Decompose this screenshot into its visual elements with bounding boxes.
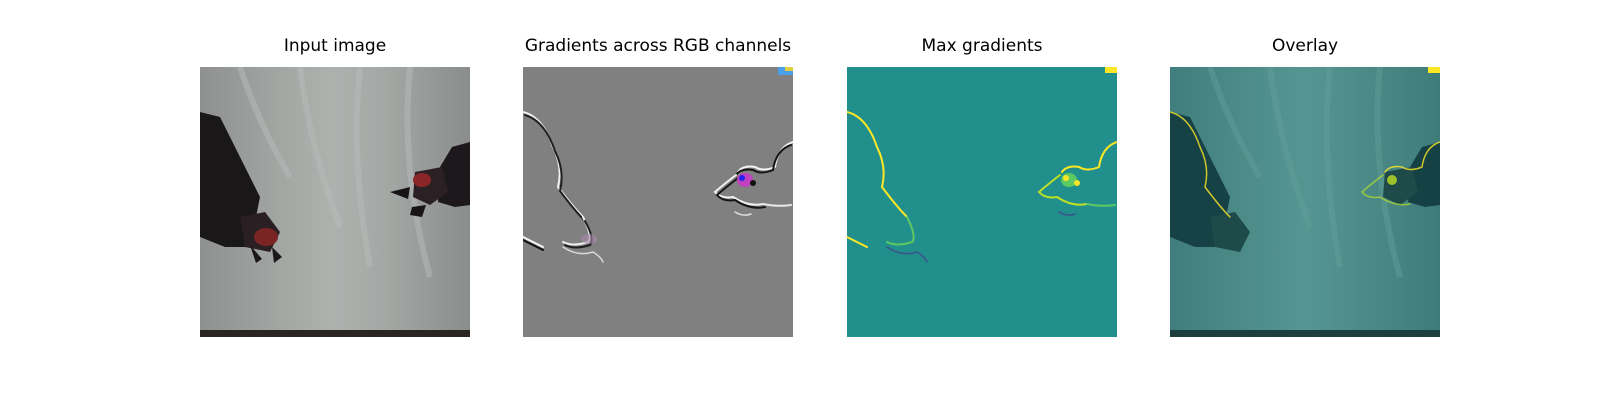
panel-title: Overlay bbox=[1271, 36, 1339, 56]
max-gradients-image bbox=[847, 67, 1117, 337]
panel-title: Max gradients bbox=[921, 36, 1043, 56]
robot-arm-left bbox=[200, 112, 282, 263]
panel-overlay: Overlay bbox=[1170, 36, 1440, 341]
panel-max-gradients: Max gradients bbox=[847, 36, 1117, 341]
panel-title: Input image bbox=[283, 36, 387, 56]
input-image bbox=[200, 67, 470, 337]
panel-input-image: Input image bbox=[200, 36, 470, 341]
rgb-gradients-image bbox=[523, 67, 793, 337]
panel-title: Gradients across RGB channels bbox=[524, 36, 792, 56]
overlay-image bbox=[1170, 67, 1440, 337]
panel-rgb-gradients: Gradients across RGB channels bbox=[523, 36, 793, 341]
robot-arm-right bbox=[390, 142, 470, 217]
